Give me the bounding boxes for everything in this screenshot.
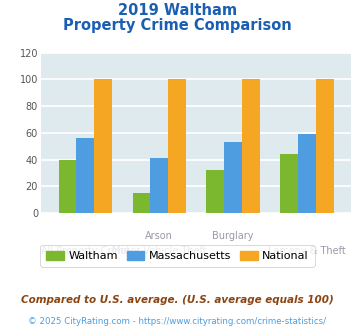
Bar — [316, 80, 334, 213]
Text: Property Crime Comparison: Property Crime Comparison — [63, 18, 292, 33]
Bar — [298, 134, 316, 213]
Bar — [94, 80, 112, 213]
Text: Compared to U.S. average. (U.S. average equals 100): Compared to U.S. average. (U.S. average … — [21, 295, 334, 305]
Bar — [59, 159, 76, 213]
Text: © 2025 CityRating.com - https://www.cityrating.com/crime-statistics/: © 2025 CityRating.com - https://www.city… — [28, 317, 327, 326]
Bar — [207, 170, 224, 213]
Text: Larceny & Theft: Larceny & Theft — [268, 246, 346, 256]
Bar — [280, 154, 298, 213]
Text: Motor Vehicle Theft: Motor Vehicle Theft — [112, 246, 207, 256]
Bar — [168, 80, 186, 213]
Text: Burglary: Burglary — [212, 231, 254, 241]
Text: Arson: Arson — [145, 231, 173, 241]
Bar — [150, 158, 168, 213]
Bar — [242, 80, 260, 213]
Bar — [132, 193, 150, 213]
Bar — [224, 142, 242, 213]
Text: All Property Crime: All Property Crime — [41, 246, 130, 256]
Text: 2019 Waltham: 2019 Waltham — [118, 3, 237, 18]
Bar — [76, 138, 94, 213]
Legend: Waltham, Massachusetts, National: Waltham, Massachusetts, National — [40, 245, 315, 267]
